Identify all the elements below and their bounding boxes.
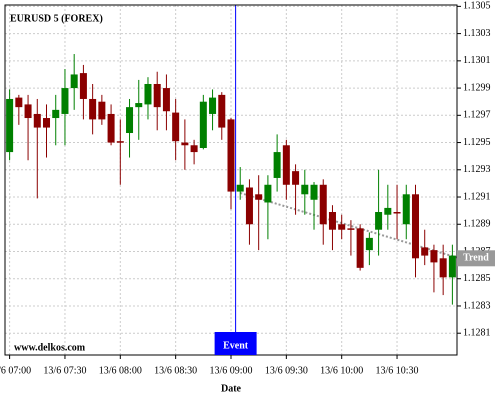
candle-body [319, 184, 327, 225]
y-tick-label: 1.1301 [463, 55, 491, 66]
candle-body [245, 187, 253, 225]
candle-body [144, 83, 152, 105]
candle-body [116, 141, 124, 143]
candle-body [209, 97, 217, 114]
candle-body [70, 74, 78, 89]
candle-body [52, 109, 60, 119]
trend-label: Trend [463, 253, 489, 264]
candle-body [153, 83, 161, 108]
y-tick-label: 1.1295 [463, 137, 491, 148]
candle-body [439, 258, 447, 278]
candle-body [365, 237, 373, 251]
candle-body [15, 97, 23, 108]
candle-body [33, 113, 41, 128]
x-tick-label: 13/6 08:00 [99, 365, 142, 376]
candle-body [448, 255, 456, 278]
y-tick-label: 1.1285 [463, 273, 491, 284]
y-tick-label: 1.1297 [463, 110, 491, 121]
x-tick-label: 13/6 08:30 [154, 365, 197, 376]
candle-body [236, 184, 244, 192]
candle-body [218, 94, 226, 128]
chart-title: EURUSD 5 (FOREX) [10, 13, 103, 24]
candle-body [24, 104, 32, 119]
candle-body [264, 184, 272, 203]
candle-body [162, 88, 170, 112]
candle-body [282, 145, 290, 185]
candle-body [227, 119, 235, 192]
event-label: Event [223, 340, 249, 351]
y-tick-label: 1.1293 [463, 164, 491, 175]
candle-body [126, 107, 134, 134]
candle-body [255, 194, 263, 200]
candle-body [273, 152, 281, 178]
candle-body [6, 98, 14, 153]
candle-body [310, 184, 318, 200]
candle-body [384, 207, 392, 215]
y-tick-label: 1.1305 [463, 1, 491, 12]
x-tick-label: 13/6 07:30 [43, 365, 86, 376]
candle-body [301, 184, 309, 195]
candle-body [402, 194, 410, 225]
candle-body [172, 112, 180, 142]
candle-body [421, 247, 429, 256]
x-axis-label: Date [221, 383, 242, 394]
plot [5, 5, 457, 355]
candle-body [338, 224, 346, 230]
trend-label-box [457, 250, 495, 267]
y-tick-label: 1.1281 [463, 328, 491, 339]
candle-body [292, 171, 300, 185]
y-tick-label: 1.1303 [463, 28, 491, 39]
candle-body [411, 194, 419, 259]
y-tick-label: 1.1299 [463, 82, 491, 93]
candle-body [375, 212, 383, 230]
candle-body [61, 88, 69, 114]
x-tick-label: 13/6 10:00 [320, 365, 363, 376]
watermark: www.delkos.com [14, 342, 86, 353]
candle-body [430, 250, 438, 263]
candle-body [199, 101, 207, 148]
candle-body [347, 228, 355, 230]
event-label-box [214, 332, 257, 355]
y-tick-label: 1.1289 [463, 219, 491, 230]
candle-body [393, 212, 401, 214]
candle-body [43, 118, 51, 128]
y-tick-label: 1.1283 [463, 300, 491, 311]
candle-body [79, 73, 87, 99]
x-tick-label: 13/6 09:00 [209, 365, 252, 376]
candle-body [356, 228, 364, 268]
candle-body [98, 101, 106, 120]
candle-body [89, 98, 97, 120]
x-tick-label: 13/6 10:30 [376, 365, 419, 376]
candle-body [135, 103, 143, 108]
candle-body [181, 142, 189, 146]
candle-body [190, 145, 198, 153]
x-tick-label: 13/6 09:30 [265, 365, 308, 376]
x-tick-label: 13/6 07:00 [0, 365, 31, 376]
candle-body [328, 212, 336, 230]
y-tick-label: 1.1291 [463, 191, 491, 202]
candle-body [107, 113, 115, 143]
